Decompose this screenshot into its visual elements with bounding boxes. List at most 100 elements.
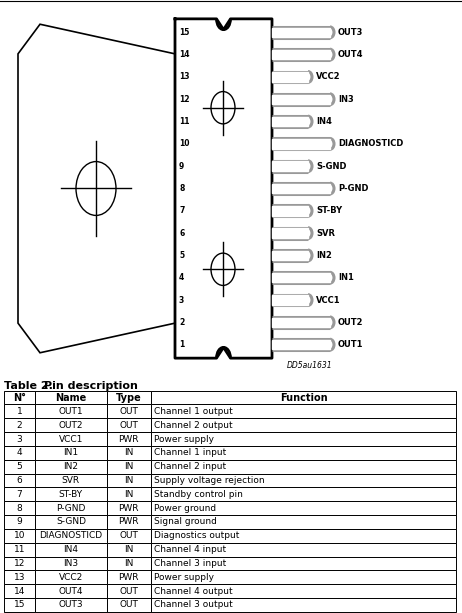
Bar [4, 598, 35, 612]
Text: 1: 1 [17, 407, 22, 416]
Text: Supply voltage rejection: Supply voltage rejection [154, 476, 264, 485]
Bar [107, 543, 151, 557]
Bar [35, 543, 107, 557]
Text: OUT3: OUT3 [59, 600, 83, 609]
Text: ST-BY: ST-BY [59, 490, 83, 499]
Bar [4, 543, 35, 557]
Bar [4, 405, 35, 418]
Text: 10: 10 [179, 139, 189, 148]
Bar [35, 446, 107, 460]
Bar [4, 487, 35, 501]
Text: 1: 1 [179, 340, 184, 349]
Text: IN1: IN1 [338, 273, 354, 282]
Text: Name: Name [55, 392, 86, 403]
Text: S-GND: S-GND [316, 162, 346, 170]
Text: S-GND: S-GND [56, 517, 86, 527]
Text: 9: 9 [179, 162, 184, 170]
Bar [107, 446, 151, 460]
Text: OUT2: OUT2 [338, 318, 364, 327]
Text: 2: 2 [179, 318, 184, 327]
Text: Power ground: Power ground [154, 504, 216, 512]
Bar [4, 418, 35, 432]
Text: P-GND: P-GND [338, 184, 369, 193]
Text: IN: IN [124, 448, 134, 457]
Bar [151, 460, 456, 474]
Text: Channel 1 input: Channel 1 input [154, 448, 226, 457]
Polygon shape [272, 139, 330, 148]
Text: 8: 8 [17, 504, 22, 512]
Text: 13: 13 [179, 72, 189, 82]
Text: 11: 11 [179, 117, 189, 126]
Text: SVR: SVR [62, 476, 80, 485]
Bar [151, 446, 456, 460]
Text: 5: 5 [17, 462, 22, 471]
Bar [151, 390, 456, 405]
Circle shape [211, 91, 235, 124]
Text: OUT4: OUT4 [59, 587, 83, 596]
Text: P-GND: P-GND [56, 504, 85, 512]
Text: 4: 4 [179, 273, 184, 282]
Text: 2: 2 [17, 421, 22, 430]
Text: Pin description: Pin description [44, 381, 138, 391]
Bar [151, 418, 456, 432]
Text: PWR: PWR [118, 517, 139, 527]
Text: Signal ground: Signal ground [154, 517, 217, 527]
Text: Standby control pin: Standby control pin [154, 490, 243, 499]
Bar [4, 460, 35, 474]
Polygon shape [272, 184, 330, 193]
Bar [151, 543, 456, 557]
Bar [35, 390, 107, 405]
Text: 13: 13 [14, 573, 25, 582]
Bar [151, 557, 456, 570]
Bar [35, 598, 107, 612]
Bar [107, 529, 151, 543]
Bar [107, 515, 151, 529]
Text: 7: 7 [179, 207, 184, 215]
Text: PWR: PWR [118, 504, 139, 512]
Text: IN: IN [124, 545, 134, 554]
Text: OUT2: OUT2 [59, 421, 83, 430]
Bar [35, 515, 107, 529]
Bar [107, 557, 151, 570]
Text: N°: N° [13, 392, 26, 403]
Text: Channel 4 input: Channel 4 input [154, 545, 226, 554]
Polygon shape [272, 72, 308, 82]
Text: VCC1: VCC1 [59, 435, 83, 443]
Text: SVR: SVR [316, 229, 335, 238]
Text: IN1: IN1 [63, 448, 79, 457]
Bar [107, 432, 151, 446]
Circle shape [76, 162, 116, 215]
Text: 9: 9 [17, 517, 22, 527]
Polygon shape [272, 28, 330, 37]
Text: OUT: OUT [119, 600, 138, 609]
Bar [35, 418, 107, 432]
Bar [35, 501, 107, 515]
Polygon shape [272, 340, 330, 349]
Text: 12: 12 [14, 559, 25, 568]
Bar [35, 474, 107, 487]
Bar [151, 570, 456, 584]
Polygon shape [272, 206, 308, 216]
Bar [107, 570, 151, 584]
Text: 5: 5 [179, 251, 184, 260]
Text: 6: 6 [17, 476, 22, 485]
Bar [151, 474, 456, 487]
Text: Power supply: Power supply [154, 573, 214, 582]
Text: IN: IN [124, 490, 134, 499]
Bar [4, 557, 35, 570]
Text: Diagnostics output: Diagnostics output [154, 531, 239, 540]
Polygon shape [272, 295, 308, 305]
Text: 6: 6 [179, 229, 184, 238]
Text: OUT1: OUT1 [59, 407, 83, 416]
Bar [4, 446, 35, 460]
Text: VCC2: VCC2 [59, 573, 83, 582]
Text: 14: 14 [14, 587, 25, 596]
Bar [4, 432, 35, 446]
Polygon shape [272, 229, 308, 238]
Bar [107, 460, 151, 474]
Polygon shape [272, 117, 308, 126]
Text: 15: 15 [179, 28, 189, 37]
Bar [107, 418, 151, 432]
Text: 12: 12 [179, 95, 189, 104]
Bar [151, 487, 456, 501]
